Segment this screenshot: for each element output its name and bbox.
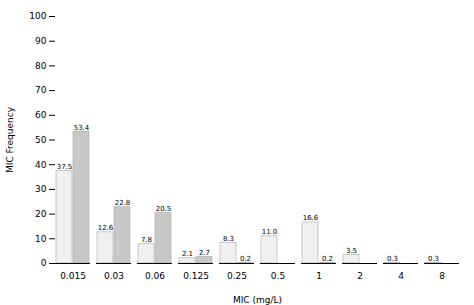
svg-text:8: 8	[439, 271, 445, 281]
svg-text:10: 10	[35, 234, 47, 244]
svg-text:100: 100	[29, 11, 46, 21]
svg-text:7.8: 7.8	[141, 236, 152, 244]
svg-text:0.3: 0.3	[428, 255, 439, 263]
svg-text:0.5: 0.5	[271, 271, 285, 281]
svg-text:16.6: 16.6	[303, 214, 319, 222]
svg-text:1: 1	[316, 271, 322, 281]
svg-text:22.8: 22.8	[115, 199, 131, 207]
svg-text:8.3: 8.3	[223, 235, 234, 243]
svg-text:90: 90	[35, 36, 47, 46]
svg-text:0.015: 0.015	[60, 271, 86, 281]
svg-text:0.125: 0.125	[183, 271, 209, 281]
svg-text:53.4: 53.4	[74, 124, 90, 132]
svg-text:MIC (mg/L): MIC (mg/L)	[233, 295, 282, 305]
svg-text:0.03: 0.03	[104, 271, 124, 281]
svg-text:37.5: 37.5	[57, 163, 73, 171]
svg-text:0.3: 0.3	[387, 255, 398, 263]
svg-text:2.1: 2.1	[182, 250, 193, 258]
svg-text:0.2: 0.2	[240, 255, 251, 263]
svg-text:2: 2	[357, 271, 363, 281]
svg-text:0: 0	[41, 258, 47, 268]
svg-text:4: 4	[398, 271, 404, 281]
svg-text:0.06: 0.06	[145, 271, 165, 281]
svg-text:20.5: 20.5	[156, 205, 172, 213]
svg-text:70: 70	[35, 85, 47, 95]
svg-text:2.7: 2.7	[199, 249, 210, 257]
svg-text:40: 40	[35, 160, 47, 170]
svg-text:3.5: 3.5	[346, 247, 357, 255]
svg-text:20: 20	[35, 209, 47, 219]
svg-text:MIC Frequency: MIC Frequency	[5, 106, 15, 173]
svg-text:30: 30	[35, 184, 47, 194]
svg-text:60: 60	[35, 110, 47, 120]
svg-text:0.25: 0.25	[227, 271, 247, 281]
svg-text:50: 50	[35, 135, 47, 145]
svg-text:12.6: 12.6	[98, 224, 114, 232]
svg-text:80: 80	[35, 61, 47, 71]
svg-text:0.2: 0.2	[322, 255, 333, 263]
svg-text:11.0: 11.0	[262, 228, 278, 236]
